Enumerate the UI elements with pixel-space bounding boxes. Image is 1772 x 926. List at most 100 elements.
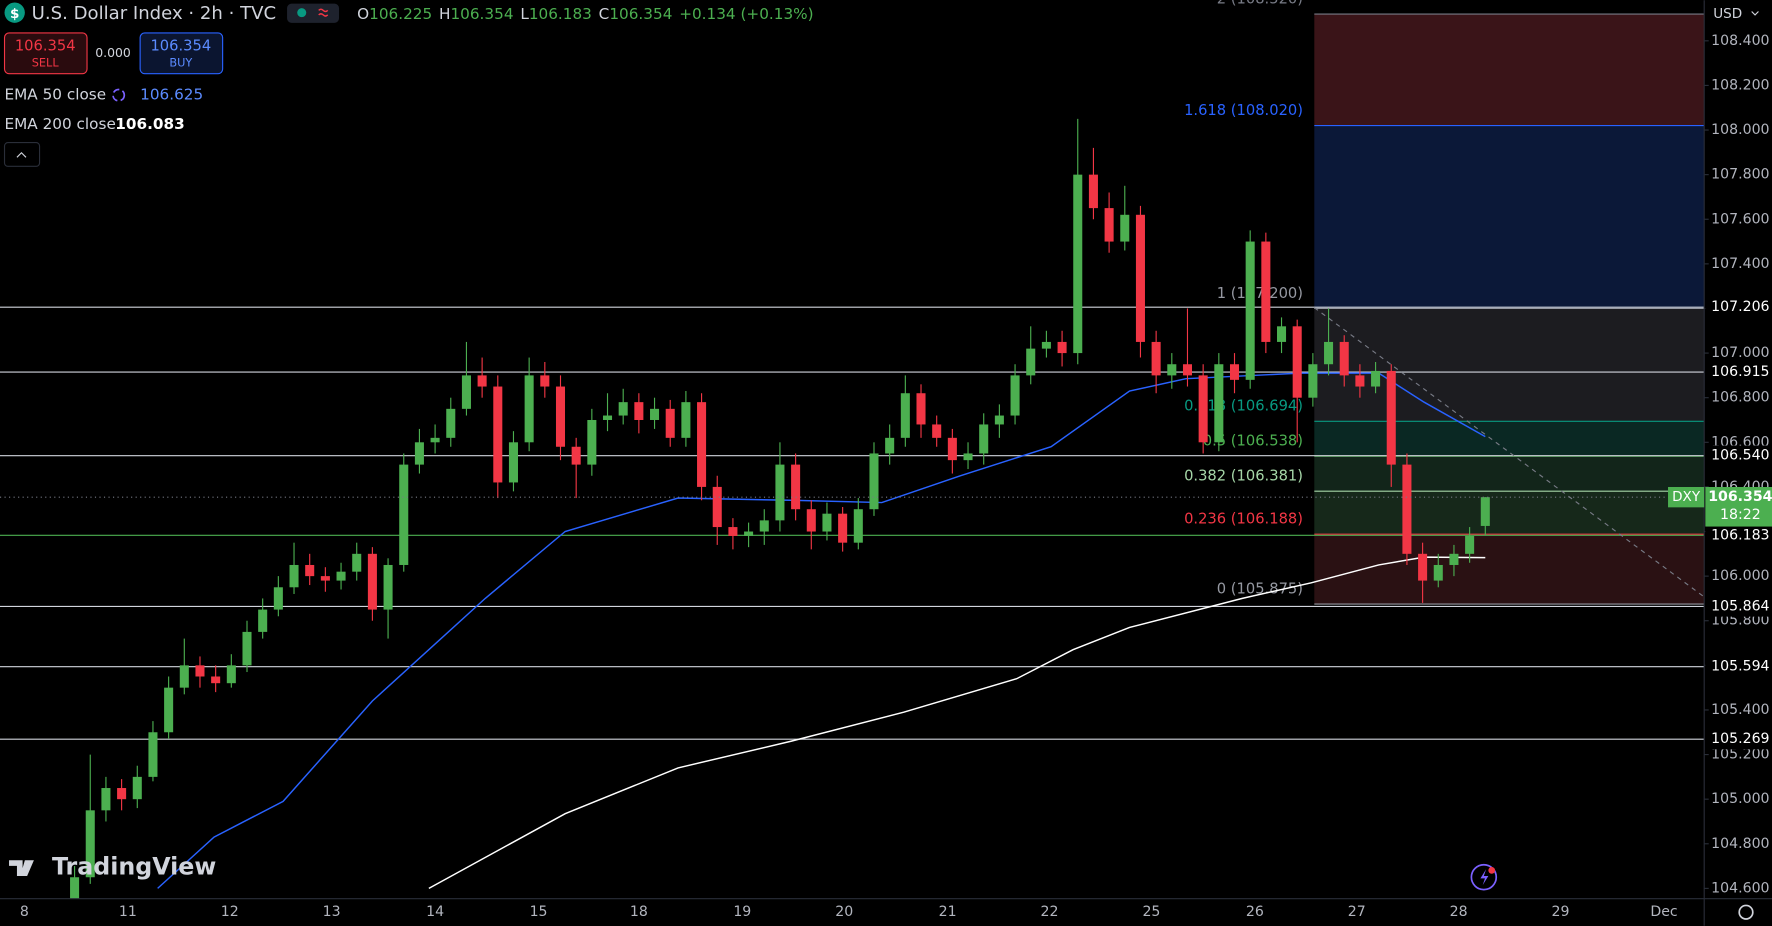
symbol-title: U.S. Dollar Index · 2h · TVC: [32, 3, 276, 24]
candle-body: [916, 393, 926, 425]
y-tick-label: 107.800: [1711, 167, 1769, 183]
candle-body: [1418, 553, 1428, 581]
level-tag-label: 105.864: [1711, 598, 1769, 614]
candle-body: [352, 553, 362, 572]
candle-body: [650, 408, 660, 420]
logo-text: TradingView: [52, 853, 216, 881]
data-status: [318, 8, 329, 17]
x-tick-label: 25: [1142, 904, 1160, 920]
candle-body: [1386, 370, 1396, 465]
candle-body: [289, 564, 299, 588]
candle-body: [132, 776, 142, 800]
level-tag: [1705, 729, 1772, 750]
ema50-legend: EMA 50 close: [5, 86, 107, 104]
y-tick-label: 105.400: [1711, 702, 1769, 718]
x-tick-label: 26: [1246, 904, 1264, 920]
buy-price: 106.354: [150, 38, 211, 55]
candle-body: [1261, 241, 1271, 342]
candle-body: [1151, 341, 1161, 376]
badge: [1488, 867, 1496, 874]
ohlc-value: 106.225: [369, 4, 432, 22]
currency-button[interactable]: [1705, 0, 1772, 28]
level-tag: [1705, 596, 1772, 617]
y-tick-label: 107.600: [1711, 211, 1769, 227]
candle-body: [759, 520, 769, 532]
candle-body: [1104, 208, 1114, 242]
fib-label: 1 (107.200): [1217, 285, 1303, 302]
candle-body: [602, 415, 613, 420]
candle-body: [838, 513, 848, 543]
currency: USD: [1713, 6, 1742, 22]
level-tag-label: 107.206: [1711, 299, 1769, 315]
candle-body: [1229, 364, 1240, 380]
candle-body: [900, 393, 910, 438]
candle-body: [932, 424, 942, 438]
candle-body: [524, 375, 534, 443]
candle-body: [320, 576, 330, 581]
level-tag: [1705, 656, 1772, 677]
candle-body: [1449, 553, 1459, 565]
candle-body: [806, 509, 816, 532]
candle-body: [508, 442, 518, 483]
y-tick-label: 107.000: [1711, 345, 1769, 361]
candle-body: [885, 437, 895, 454]
symbol-icon-bg: [4, 2, 25, 23]
candle-body: [70, 877, 80, 900]
buy-button[interactable]: [139, 32, 224, 75]
sell-button[interactable]: [3, 32, 88, 75]
symbol-tag-label: DXY: [1672, 489, 1701, 505]
ema200-value: 106.083: [115, 115, 184, 133]
y-tick-label: 107.400: [1711, 256, 1769, 272]
candle-body: [1073, 174, 1083, 354]
y-tick-label: 104.600: [1711, 880, 1769, 896]
x-tick-label: 28: [1450, 904, 1468, 920]
ema200-legend: EMA 200 close: [5, 115, 116, 133]
ema50-icon: [112, 88, 126, 102]
candle-body: [634, 402, 644, 420]
lightning-button[interactable]: [1470, 863, 1498, 891]
level-tag-label: 106.540: [1711, 448, 1769, 464]
fib-band: [1314, 308, 1705, 422]
buy-label: BUY: [169, 57, 192, 70]
settings-icon[interactable]: [1738, 904, 1754, 920]
y-tick-label: 105.800: [1711, 613, 1769, 629]
ema50-value: 106.625: [140, 86, 203, 104]
collapse-button[interactable]: [3, 142, 41, 167]
price-tag-countdown: 18:22: [1720, 507, 1761, 523]
candle-body: [1480, 497, 1490, 526]
ohlc-change: +0.134 (+0.13%): [679, 4, 813, 22]
candle-body: [540, 375, 550, 387]
symbol-icon: $: [10, 6, 19, 22]
candle-body: [477, 375, 487, 387]
x-tick-label: 18: [630, 904, 648, 920]
candle-body: [1214, 364, 1224, 443]
candle-body: [273, 587, 283, 610]
candle-body: [1182, 364, 1192, 376]
ohlc-legend: O106.225 H106.354 L106.183 C106.354 +0.134 (…: [357, 4, 813, 22]
candle-body: [963, 453, 973, 461]
candle-body: [587, 419, 597, 465]
x-tick-label: 11: [119, 904, 137, 920]
ohlc-value: 106.354: [609, 4, 672, 22]
candle-body: [822, 513, 832, 532]
candle-body: [1135, 214, 1145, 342]
candle-body: [1088, 174, 1098, 209]
fib-band: [1314, 456, 1705, 492]
fib-band: [1314, 534, 1705, 605]
candle-body: [179, 665, 189, 688]
x-tick-label: 12: [221, 904, 239, 920]
candle-body: [446, 408, 456, 438]
y-tick-label: 104.800: [1711, 836, 1769, 852]
fib-zone: 2 (108.520) 1.618 (108.020) 1 (107.200) 0.6…: [1184, 0, 1705, 605]
candle-body: [869, 453, 879, 510]
collapse-icon: [16, 151, 27, 158]
candle-body: [148, 732, 158, 777]
ohlc-letter: O: [357, 4, 369, 22]
candle-body: [1041, 341, 1051, 349]
candle-body: [555, 386, 566, 447]
moving-averages: [157, 372, 1486, 890]
x-tick-label: 19: [733, 904, 751, 920]
candle-body: [367, 553, 377, 610]
